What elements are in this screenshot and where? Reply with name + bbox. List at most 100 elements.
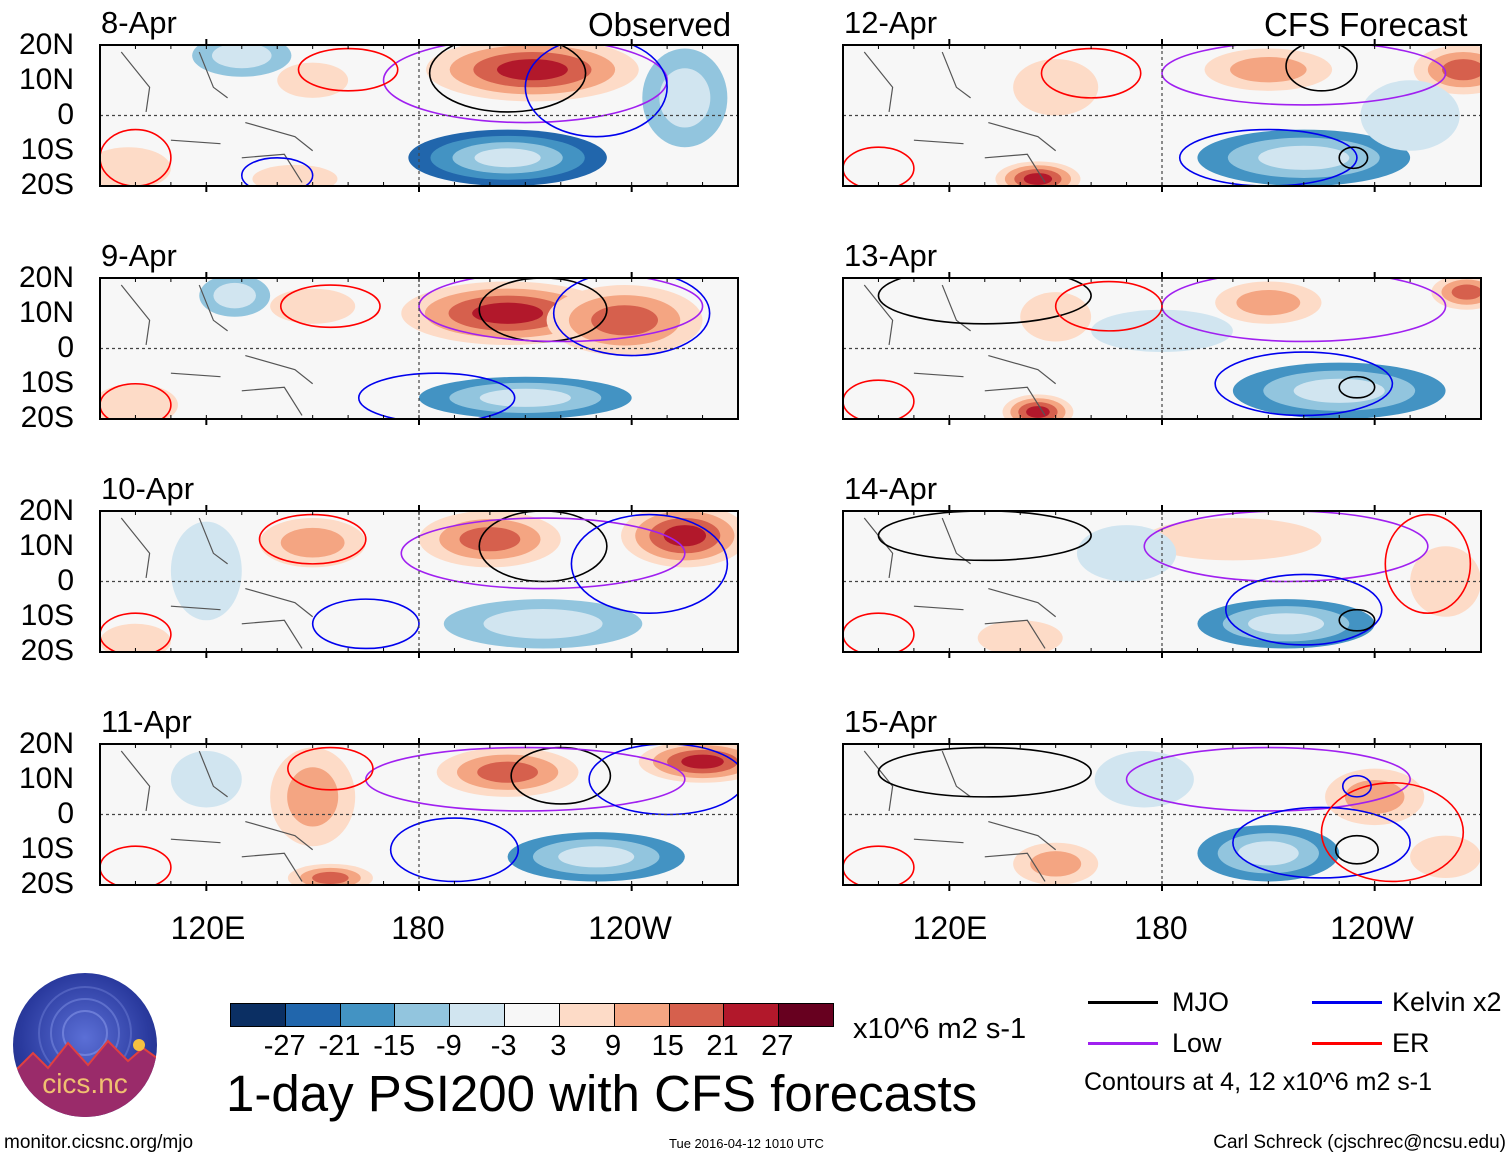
panel-date-label: 10-Apr — [101, 471, 195, 506]
anomaly-shading — [170, 751, 242, 808]
contour-kelvin — [311, 598, 420, 650]
contour-er — [843, 146, 915, 186]
lat-label: 10S — [20, 133, 74, 166]
observed-header: Observed — [588, 6, 732, 43]
anomaly-shading — [681, 754, 724, 769]
contour-er — [843, 845, 915, 885]
coastline — [120, 284, 314, 416]
lon-label-left-120w: 120W — [588, 910, 672, 946]
contour-kelvin — [1341, 774, 1372, 798]
map-panel — [99, 39, 739, 192]
anomaly-shading — [212, 45, 272, 69]
lon-label-right-180: 180 — [1134, 910, 1188, 946]
lat-label: 10S — [20, 599, 74, 632]
lat-label: 10S — [20, 366, 74, 399]
anomaly-shading — [1026, 406, 1050, 418]
colorbar-unit: x10^6 m2 s-1 — [853, 1013, 1027, 1045]
colorbar-swatch — [669, 1004, 725, 1026]
anomaly-shading — [1144, 518, 1322, 561]
contour-mjo — [1338, 375, 1376, 399]
anomaly-shading — [312, 871, 349, 884]
colorbar-tick-label: -15 — [373, 1030, 416, 1062]
map-panel — [99, 505, 739, 658]
coastline — [120, 750, 314, 882]
anomaly-shading — [213, 282, 256, 309]
lat-label: 20S — [20, 401, 74, 434]
contour-er — [843, 379, 915, 419]
lat-label: 10N — [18, 762, 74, 795]
contour-mjo — [1285, 45, 1358, 92]
map-panel — [842, 272, 1482, 425]
legend-line-low — [1088, 1042, 1158, 1045]
legend-label-low: Low — [1172, 1028, 1222, 1058]
anomaly-shading — [483, 608, 603, 639]
contour-kelvin — [1178, 128, 1358, 186]
lat-label: 0 — [57, 331, 74, 364]
colorbar-swatch — [395, 1004, 451, 1026]
anomaly-shading — [1236, 289, 1301, 316]
lon-label-left-180: 180 — [391, 910, 445, 946]
figure-title: 1-day PSI200 with CFS forecasts — [226, 1065, 978, 1122]
legend-label-er: ER — [1392, 1028, 1430, 1058]
anomaly-shading — [474, 148, 541, 168]
lat-label: 20N — [18, 261, 74, 294]
lat-label: 20N — [18, 494, 74, 527]
colorbar-swatch — [724, 1004, 780, 1026]
anomaly-shading — [1230, 56, 1307, 83]
footer-credit: Carl Schreck (cjschrec@ncsu.edu) — [1213, 1132, 1506, 1153]
anomaly-shading — [659, 68, 711, 128]
map-panel — [842, 505, 1482, 658]
colorbar-tick-label: 3 — [550, 1030, 567, 1062]
colorbar-swatch — [231, 1004, 286, 1026]
anomaly-shading — [287, 767, 339, 827]
lat-label: 20N — [18, 28, 74, 61]
lon-label-left-120e: 120E — [170, 910, 246, 946]
lat-label: 20N — [18, 727, 74, 760]
anomaly-shading — [477, 761, 538, 783]
anomaly-shading — [1248, 613, 1325, 635]
anomaly-shading — [1237, 841, 1299, 866]
legend-line-mjo — [1088, 1001, 1158, 1004]
contour-kelvin — [552, 278, 711, 357]
lat-label: 10S — [20, 832, 74, 865]
panel-date-label: 12-Apr — [844, 5, 938, 40]
contour-er — [100, 128, 172, 186]
panel-date-label: 11-Apr — [101, 704, 192, 739]
map-panel — [99, 272, 739, 425]
panel-date-label: 15-Apr — [844, 704, 938, 739]
anomaly-shading — [270, 288, 356, 324]
contour-er — [100, 382, 172, 419]
coastline — [120, 517, 314, 649]
coastline — [120, 51, 314, 183]
contour-mjo — [877, 511, 1092, 562]
contour-er — [279, 284, 381, 329]
contour-er — [1320, 781, 1465, 883]
anomaly-shading — [1030, 851, 1082, 877]
colorbar-tick-label: 27 — [761, 1030, 794, 1062]
coastline — [863, 517, 1057, 649]
lat-label: 20S — [20, 867, 74, 900]
anomaly-shading — [252, 164, 338, 186]
contour-kelvin — [357, 372, 516, 419]
colorbar — [230, 1003, 834, 1027]
anomaly-shading — [479, 388, 571, 407]
contour-mjo — [1338, 146, 1369, 170]
colorbar-swatch — [779, 1004, 833, 1026]
anomaly-shading — [100, 383, 178, 419]
map-panel — [99, 738, 739, 891]
panel-date-label: 14-Apr — [844, 471, 938, 506]
contour-mjo — [1338, 608, 1376, 632]
contour-mjo — [428, 45, 587, 113]
cics-logo: cics.nc — [13, 973, 157, 1117]
lat-label: 0 — [57, 98, 74, 131]
lat-label: 20S — [20, 168, 74, 201]
anomaly-shading — [1360, 80, 1460, 151]
colorbar-swatch — [450, 1004, 506, 1026]
map-panel — [842, 39, 1482, 192]
contour-er — [100, 845, 172, 885]
anomaly-shading — [977, 620, 1063, 652]
legend-label-mjo: MJO — [1172, 987, 1229, 1017]
coastline — [863, 284, 1057, 416]
contour-mjo — [1334, 834, 1380, 865]
anomaly-shading — [1293, 378, 1385, 403]
